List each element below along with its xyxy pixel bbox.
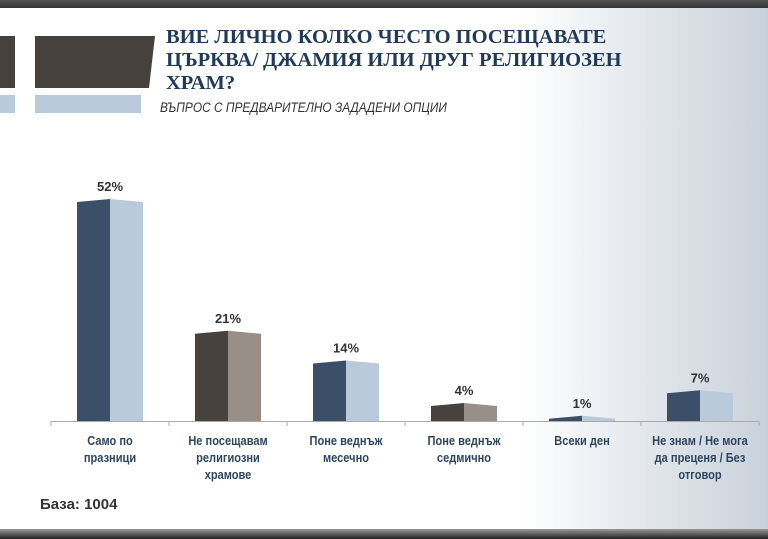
data-label: 7% xyxy=(691,370,710,385)
bar-left-face xyxy=(549,415,582,421)
header-block-light xyxy=(35,95,141,113)
header-block-light-left xyxy=(0,95,15,113)
category-label: Поне веднъж седмично xyxy=(427,433,501,465)
bar-right-face xyxy=(582,415,615,421)
bar-left-face xyxy=(195,330,228,421)
bar xyxy=(313,360,379,421)
data-label: 1% xyxy=(573,396,592,411)
bar-left-face xyxy=(667,390,700,421)
bar-right-face xyxy=(700,390,733,421)
bar-left-face xyxy=(431,403,464,421)
bar xyxy=(195,330,261,421)
chart-title: ВИЕ ЛИЧНО КОЛКО ЧЕСТО ПОСЕЩАВАТЕ ЦЪРКВА/… xyxy=(166,26,622,94)
chart-subtitle: ВЪПРОС С ПРЕДВАРИТЕЛНО ЗАДАДЕНИ ОПЦИИ xyxy=(160,100,447,115)
category-label: Не знам / Не мога да преценя / Без отгов… xyxy=(652,433,748,482)
bar xyxy=(549,415,615,421)
bar-left-face xyxy=(77,199,110,421)
data-label: 21% xyxy=(215,311,241,326)
bar-right-face xyxy=(228,330,261,421)
bar xyxy=(667,390,733,421)
header-block-dark-left xyxy=(0,36,15,88)
data-label: 4% xyxy=(455,383,474,398)
category-label: Поне веднъж месечно xyxy=(309,433,383,465)
bar-right-face xyxy=(110,199,143,421)
bar-left-face xyxy=(313,360,346,421)
bar-right-face xyxy=(464,403,497,421)
header-block-dark xyxy=(35,36,155,88)
data-label: 14% xyxy=(333,341,359,356)
bar-right-face xyxy=(346,360,379,421)
category-label: Само по празници xyxy=(83,433,137,465)
bar xyxy=(431,403,497,421)
category-label: Не посещавам религиозни храмове xyxy=(188,433,268,482)
top-band xyxy=(0,0,768,8)
category-label: Всеки ден xyxy=(554,433,610,448)
bottom-band xyxy=(0,529,768,539)
data-label: 52% xyxy=(97,179,123,194)
bar xyxy=(77,199,143,421)
sample-base: База: 1004 xyxy=(40,496,118,513)
